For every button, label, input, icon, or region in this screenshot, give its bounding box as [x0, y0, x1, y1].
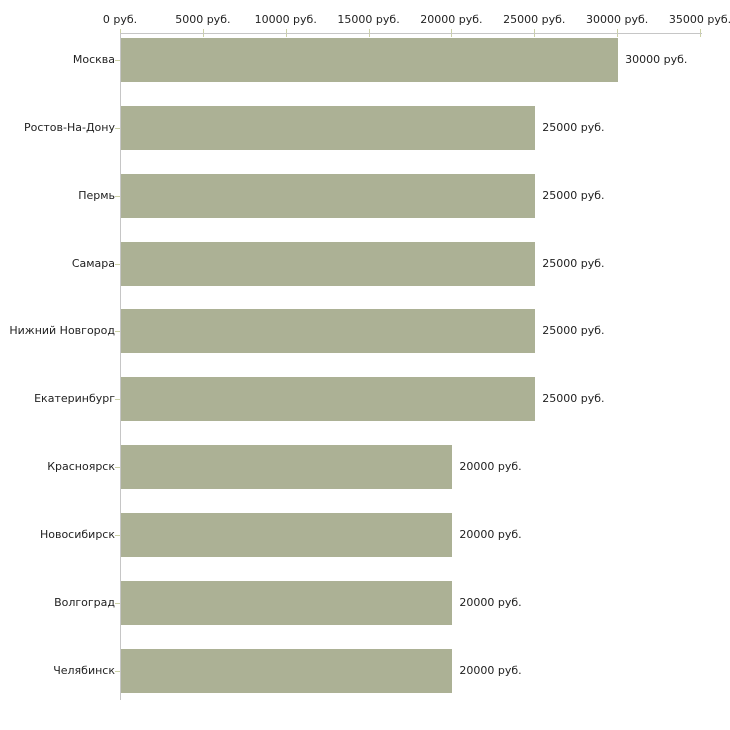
y-tick-mark: [115, 535, 120, 536]
bar: [121, 105, 536, 150]
bar: [121, 241, 536, 286]
bar: [121, 173, 536, 218]
y-tick-mark: [115, 399, 120, 400]
x-tick-label: 20000 руб.: [420, 13, 483, 26]
value-label: 25000 руб.: [542, 324, 605, 338]
value-label: 25000 руб.: [542, 256, 605, 270]
bar: [121, 445, 453, 490]
category-label: Новосибирск: [39, 527, 115, 541]
bar: [121, 377, 536, 422]
bar: [121, 648, 453, 693]
category-label: Волгоград: [54, 595, 115, 609]
y-tick-mark: [115, 60, 120, 61]
category-label: Пермь: [78, 188, 115, 202]
bar: [121, 38, 619, 82]
value-label: 25000 руб.: [542, 188, 605, 202]
category-label: Москва: [72, 53, 115, 66]
value-label: 20000 руб.: [459, 663, 522, 677]
category-label: Самара: [71, 256, 115, 270]
category-label: Красноярск: [47, 460, 115, 474]
bar: [121, 309, 536, 354]
value-label: 25000 руб.: [542, 392, 605, 406]
category-label: Ростов-На-Дону: [23, 120, 115, 134]
y-tick-mark: [115, 264, 120, 265]
x-tick-label: 15000 руб.: [337, 13, 400, 26]
category-label: Челябинск: [53, 663, 115, 677]
y-axis-line: [120, 33, 121, 700]
x-tick-label: 5000 руб.: [175, 13, 231, 26]
value-label: 20000 руб.: [459, 595, 522, 609]
x-tick-label: 35000 руб.: [668, 13, 730, 26]
x-tick-label: 10000 руб.: [254, 13, 317, 26]
value-label: 20000 руб.: [459, 460, 522, 474]
x-tick-label: 25000 руб.: [503, 13, 566, 26]
value-label: 20000 руб.: [459, 527, 522, 541]
y-tick-mark: [115, 128, 120, 129]
y-tick-mark: [115, 196, 120, 197]
y-tick-mark: [115, 467, 120, 468]
x-tick-label: 30000 руб.: [586, 13, 649, 26]
category-label: Екатеринбург: [34, 392, 115, 406]
x-tick-label: 0 руб.: [102, 13, 138, 26]
x-axis-line: [120, 33, 702, 34]
value-label: 30000 руб.: [625, 53, 688, 66]
value-label: 25000 руб.: [542, 120, 605, 134]
y-tick-mark: [115, 603, 120, 604]
bar: [121, 512, 453, 557]
y-tick-mark: [115, 331, 120, 332]
bar: [121, 580, 453, 625]
y-tick-mark: [115, 671, 120, 672]
category-label: Нижний Новгород: [9, 324, 115, 338]
